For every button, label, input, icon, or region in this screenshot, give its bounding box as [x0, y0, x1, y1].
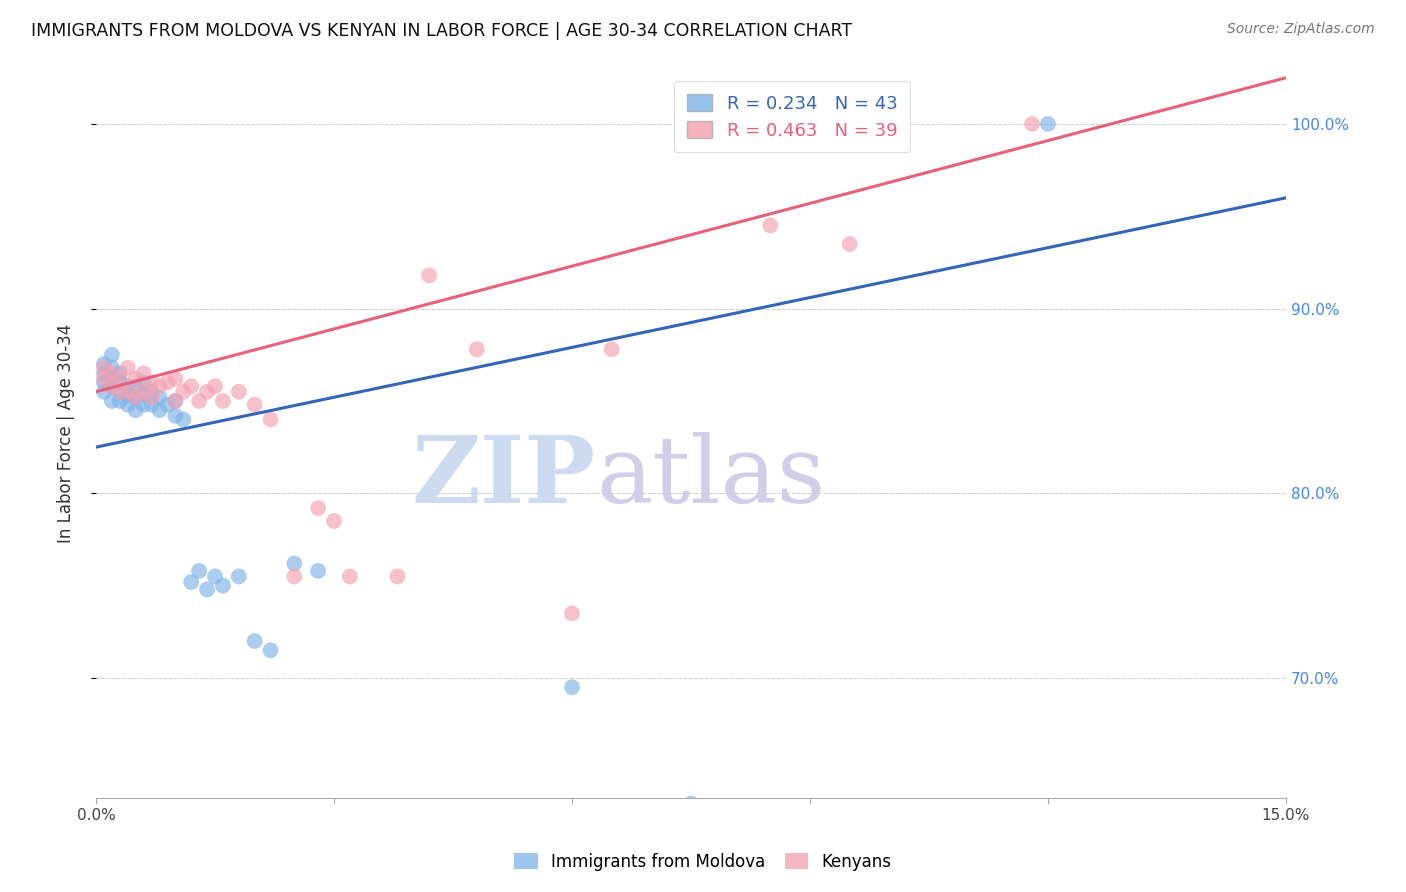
- Point: [561, 680, 583, 694]
- Point: [124, 403, 146, 417]
- Point: [1036, 117, 1059, 131]
- Point: [124, 390, 146, 404]
- Text: ZIP: ZIP: [412, 432, 596, 522]
- Point: [117, 398, 139, 412]
- Point: [108, 384, 131, 399]
- Point: [283, 557, 305, 571]
- Point: [679, 797, 702, 811]
- Point: [108, 384, 131, 399]
- Point: [124, 390, 146, 404]
- Legend: Immigrants from Moldova, Kenyans: Immigrants from Moldova, Kenyans: [506, 845, 900, 880]
- Point: [148, 390, 170, 404]
- Point: [195, 384, 218, 399]
- Text: IMMIGRANTS FROM MOLDOVA VS KENYAN IN LABOR FORCE | AGE 30-34 CORRELATION CHART: IMMIGRANTS FROM MOLDOVA VS KENYAN IN LAB…: [31, 22, 852, 40]
- Point: [108, 376, 131, 390]
- Point: [141, 398, 163, 412]
- Point: [93, 372, 115, 386]
- Legend: R = 0.234   N = 43, R = 0.463   N = 39: R = 0.234 N = 43, R = 0.463 N = 39: [675, 81, 910, 153]
- Point: [93, 366, 115, 380]
- Point: [259, 412, 281, 426]
- Point: [323, 514, 346, 528]
- Point: [117, 388, 139, 402]
- Point: [838, 237, 860, 252]
- Point: [117, 384, 139, 399]
- Point: [165, 394, 187, 409]
- Point: [101, 372, 124, 386]
- Point: [141, 390, 163, 404]
- Point: [148, 379, 170, 393]
- Point: [165, 372, 187, 386]
- Point: [243, 634, 266, 648]
- Point: [600, 343, 623, 357]
- Point: [141, 384, 163, 399]
- Point: [132, 384, 155, 399]
- Text: Source: ZipAtlas.com: Source: ZipAtlas.com: [1227, 22, 1375, 37]
- Point: [172, 384, 194, 399]
- Point: [243, 398, 266, 412]
- Point: [1021, 117, 1043, 131]
- Point: [93, 384, 115, 399]
- Point: [387, 569, 409, 583]
- Point: [339, 569, 361, 583]
- Point: [141, 376, 163, 390]
- Point: [165, 409, 187, 423]
- Point: [156, 376, 179, 390]
- Point: [132, 398, 155, 412]
- Y-axis label: In Labor Force | Age 30-34: In Labor Force | Age 30-34: [58, 324, 75, 543]
- Point: [188, 564, 211, 578]
- Point: [172, 412, 194, 426]
- Point: [228, 569, 250, 583]
- Point: [283, 569, 305, 583]
- Point: [561, 607, 583, 621]
- Text: atlas: atlas: [596, 432, 825, 522]
- Point: [93, 376, 115, 390]
- Point: [212, 579, 235, 593]
- Point: [759, 219, 782, 233]
- Point: [212, 394, 235, 409]
- Point: [108, 394, 131, 409]
- Point: [204, 569, 226, 583]
- Point: [195, 582, 218, 597]
- Point: [259, 643, 281, 657]
- Point: [101, 348, 124, 362]
- Point: [132, 366, 155, 380]
- Point: [101, 379, 124, 393]
- Point: [101, 394, 124, 409]
- Point: [465, 343, 488, 357]
- Point: [101, 379, 124, 393]
- Point: [108, 366, 131, 380]
- Point: [132, 388, 155, 402]
- Point: [418, 268, 440, 283]
- Point: [180, 379, 202, 393]
- Point: [101, 366, 124, 380]
- Point: [117, 379, 139, 393]
- Point: [204, 379, 226, 393]
- Point: [132, 376, 155, 390]
- Point: [93, 357, 115, 371]
- Point: [93, 360, 115, 375]
- Point: [165, 394, 187, 409]
- Point: [156, 398, 179, 412]
- Point: [124, 372, 146, 386]
- Point: [148, 403, 170, 417]
- Point: [307, 564, 329, 578]
- Point: [228, 384, 250, 399]
- Point: [101, 360, 124, 375]
- Point: [307, 501, 329, 516]
- Point: [180, 574, 202, 589]
- Point: [124, 379, 146, 393]
- Point: [188, 394, 211, 409]
- Point: [108, 372, 131, 386]
- Point: [117, 360, 139, 375]
